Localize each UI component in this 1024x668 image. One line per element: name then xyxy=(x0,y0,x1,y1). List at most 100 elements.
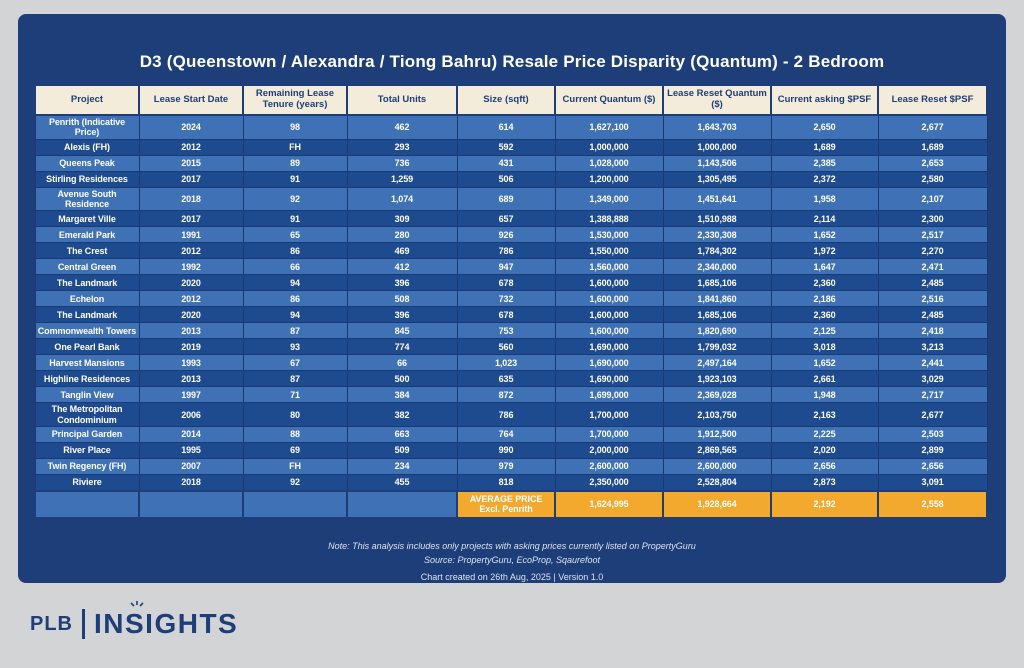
value-cell: 3,018 xyxy=(770,338,879,356)
value-cell: 1,023 xyxy=(456,354,556,372)
value-cell: 65 xyxy=(242,226,348,244)
value-cell: 2,114 xyxy=(770,210,879,228)
value-cell: 2,471 xyxy=(877,258,988,276)
value-cell: 845 xyxy=(346,322,458,340)
project-cell: Twin Regency (FH) xyxy=(34,458,140,476)
value-cell: 1,700,000 xyxy=(554,426,664,444)
value-cell: 1997 xyxy=(138,386,244,404)
value-cell: 396 xyxy=(346,274,458,292)
value-cell: FH xyxy=(242,458,348,476)
project-cell: The Landmark xyxy=(34,306,140,324)
value-cell: 774 xyxy=(346,338,458,356)
lightbulb-rays-icon xyxy=(130,601,144,607)
value-cell: 2019 xyxy=(138,338,244,356)
value-cell: 2,372 xyxy=(770,170,879,188)
value-cell: 2,600,000 xyxy=(554,458,664,476)
value-cell: 431 xyxy=(456,154,556,172)
value-cell: 872 xyxy=(456,386,556,404)
value-cell: 384 xyxy=(346,386,458,404)
value-cell: 1,388,888 xyxy=(554,210,664,228)
value-cell: 732 xyxy=(456,290,556,308)
table-row: One Pearl Bank 2019 93 774 560 1,690,000 1,799… xyxy=(34,338,988,356)
value-cell: 2,656 xyxy=(877,458,988,476)
value-cell: 2,528,804 xyxy=(662,474,772,492)
value-cell: 2,717 xyxy=(877,386,988,404)
value-cell: 1,259 xyxy=(346,170,458,188)
value-cell: 1993 xyxy=(138,354,244,372)
value-cell: 2,369,028 xyxy=(662,386,772,404)
value-cell: 1,200,000 xyxy=(554,170,664,188)
column-header: Lease Reset $PSF xyxy=(877,84,988,116)
value-cell: 1991 xyxy=(138,226,244,244)
value-cell: 293 xyxy=(346,138,458,156)
value-cell: 2012 xyxy=(138,138,244,156)
insights-label: INSIGHTS xyxy=(94,608,239,639)
insights-logo-text: INSIGHTS xyxy=(94,601,239,640)
value-cell: 753 xyxy=(456,322,556,340)
value-cell: 3,029 xyxy=(877,370,988,388)
footnotes: Note: This analysis includes only projec… xyxy=(18,540,1006,582)
value-cell: 1,784,302 xyxy=(662,242,772,260)
value-cell: 689 xyxy=(456,186,556,212)
value-cell: 1,820,690 xyxy=(662,322,772,340)
value-cell: 990 xyxy=(456,442,556,460)
value-cell: 94 xyxy=(242,306,348,324)
table-row: Emerald Park 1991 65 280 926 1,530,000 2,330,3… xyxy=(34,226,988,244)
value-cell: 93 xyxy=(242,338,348,356)
value-cell: 2,350,000 xyxy=(554,474,664,492)
value-cell: 614 xyxy=(456,114,556,140)
value-cell: 87 xyxy=(242,370,348,388)
value-cell: 1,690,000 xyxy=(554,338,664,356)
value-cell: 2024 xyxy=(138,114,244,140)
value-cell: 2,000,000 xyxy=(554,442,664,460)
value-cell: 1992 xyxy=(138,258,244,276)
project-cell: Principal Garden xyxy=(34,426,140,444)
value-cell: 1,143,506 xyxy=(662,154,772,172)
project-cell: Highline Residences xyxy=(34,370,140,388)
chart-panel: PROPERTY LIMBROTHERS Real Estate with In… xyxy=(18,14,1006,583)
value-cell: 2,163 xyxy=(770,402,879,428)
value-cell: 2,677 xyxy=(877,114,988,140)
value-cell: 2,360 xyxy=(770,306,879,324)
value-cell: 2,107 xyxy=(877,186,988,212)
value-cell: 455 xyxy=(346,474,458,492)
value-cell: 1,028,000 xyxy=(554,154,664,172)
value-cell: 2,385 xyxy=(770,154,879,172)
value-cell: 1,349,000 xyxy=(554,186,664,212)
value-cell: 1,948 xyxy=(770,386,879,404)
value-cell: 2,656 xyxy=(770,458,879,476)
value-cell: 1,451,641 xyxy=(662,186,772,212)
value-cell: 2,516 xyxy=(877,290,988,308)
column-header: Lease Start Date xyxy=(138,84,244,116)
table-row: Penrith (Indicative Price) 2024 98 462 614 1,… xyxy=(34,114,988,140)
price-disparity-table-wrap: Project Lease Start Date Remaining Lease T… xyxy=(34,84,988,519)
project-cell: One Pearl Bank xyxy=(34,338,140,356)
chart-title: D3 (Queenstown / Alexandra / Tiong Bahru… xyxy=(139,52,885,71)
logo-divider xyxy=(82,609,85,639)
value-cell: 280 xyxy=(346,226,458,244)
value-cell: 1,627,100 xyxy=(554,114,664,140)
value-cell: 2,650 xyxy=(770,114,879,140)
value-cell: 234 xyxy=(346,458,458,476)
plb-logo-text: PLB xyxy=(30,612,73,635)
value-cell: 1,690,000 xyxy=(554,370,664,388)
value-cell: 2017 xyxy=(138,210,244,228)
average-value-cell: 1,624,995 xyxy=(554,489,664,519)
average-row: AVERAGE PRICE Excl. Penrith 1,624,995 1,92… xyxy=(34,489,988,519)
value-cell: 3,091 xyxy=(877,474,988,492)
value-cell: 1,643,703 xyxy=(662,114,772,140)
table-row: River Place 1995 69 509 990 2,000,000 2,869,56… xyxy=(34,442,988,460)
value-cell: 98 xyxy=(242,114,348,140)
value-cell: 2006 xyxy=(138,402,244,428)
value-cell: 979 xyxy=(456,458,556,476)
value-cell: 2017 xyxy=(138,170,244,188)
value-cell: 396 xyxy=(346,306,458,324)
value-cell: 500 xyxy=(346,370,458,388)
table-row: Central Green 1992 66 412 947 1,560,000 2,340,… xyxy=(34,258,988,276)
value-cell: 509 xyxy=(346,442,458,460)
value-cell: 1,923,103 xyxy=(662,370,772,388)
value-cell: 462 xyxy=(346,114,458,140)
value-cell: 1,305,495 xyxy=(662,170,772,188)
value-cell: 2,485 xyxy=(877,306,988,324)
